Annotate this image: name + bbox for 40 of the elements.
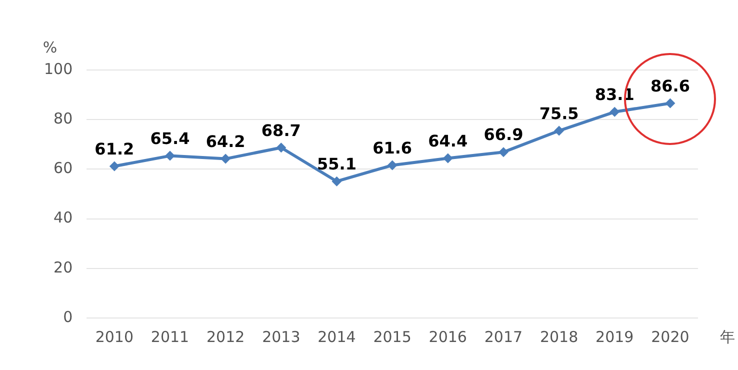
x-tick-label: 2020 <box>651 328 690 346</box>
y-tick-label: 40 <box>54 208 73 227</box>
data-label: 68.7 <box>261 120 301 140</box>
y-tick-label: 0 <box>63 308 73 326</box>
point <box>665 98 676 108</box>
point <box>165 150 175 161</box>
data-label: 86.6 <box>650 76 690 96</box>
point <box>387 160 398 170</box>
x-tick-label: 2010 <box>95 328 134 346</box>
x-tick-label: 2011 <box>150 328 190 346</box>
x-tick-label: 2014 <box>318 328 356 346</box>
x-tick-label: 2018 <box>540 328 578 346</box>
data-label: 64.4 <box>428 131 468 150</box>
x-tick-label: 2016 <box>428 328 467 346</box>
x-tick-label: 2017 <box>484 328 523 346</box>
point <box>332 176 342 186</box>
x-tick-label: 2019 <box>596 328 634 346</box>
point <box>220 154 231 164</box>
x-axis-title: 年 <box>720 328 735 346</box>
point <box>276 142 286 153</box>
y-tick-label: 60 <box>54 159 73 178</box>
x-tick-label: 2013 <box>262 328 300 346</box>
y-tick-label: 100 <box>44 60 73 78</box>
point <box>610 106 620 117</box>
data-label: 55.1 <box>316 154 356 174</box>
data-label: 65.4 <box>150 128 190 148</box>
data-label: 66.9 <box>484 125 524 144</box>
point <box>442 153 453 164</box>
point <box>498 147 508 158</box>
y-tick-label: 20 <box>54 258 73 276</box>
x-tick-label: 2015 <box>373 328 412 346</box>
data-label: 61.2 <box>94 139 134 158</box>
point <box>554 126 564 136</box>
point <box>109 161 120 172</box>
y-axis-title: % <box>42 38 58 56</box>
data-label: 64.2 <box>206 132 246 151</box>
data-label: 75.5 <box>539 104 579 123</box>
data-label: 61.6 <box>372 138 412 158</box>
x-tick-label: 2012 <box>206 328 245 346</box>
y-tick-label: 80 <box>54 109 73 128</box>
